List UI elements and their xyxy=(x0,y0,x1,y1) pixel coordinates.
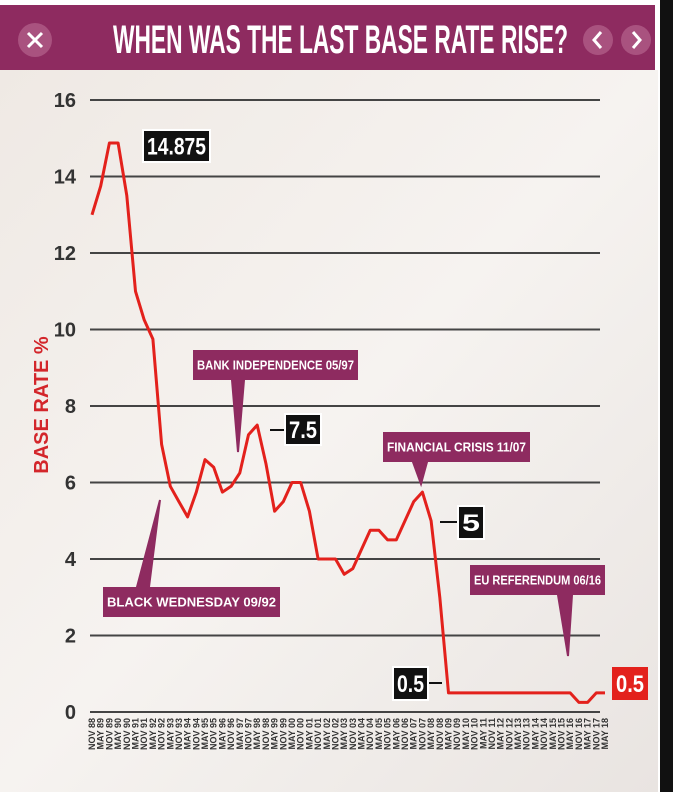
y-tick-label: 10 xyxy=(54,320,76,342)
y-tick-label: 0 xyxy=(65,702,76,724)
chart-title: WHEN WAS THE LAST BASE RATE RISE? xyxy=(113,18,568,62)
annotation-text: 7.5 xyxy=(289,417,317,444)
y-tick-label: 4 xyxy=(65,549,77,571)
y-axis-title: BASE RATE % xyxy=(31,336,53,474)
annotation-text: 5 xyxy=(462,510,480,537)
y-tick-label: 8 xyxy=(65,396,76,418)
page: {"chart_data": { "type": "line", "title"… xyxy=(0,0,673,792)
side-strip xyxy=(660,0,673,792)
x-tick-label: MAY 18 xyxy=(600,718,610,750)
next-button[interactable] xyxy=(621,25,651,55)
annotation-text: 14.875 xyxy=(147,134,206,161)
annotation-text: EU REFERENDUM 06/16 xyxy=(474,573,601,588)
prev-circle xyxy=(583,25,613,55)
next-circle xyxy=(621,25,651,55)
annotation-text: BANK INDEPENDENCE 05/97 xyxy=(197,358,354,373)
y-tick-label: 2 xyxy=(65,626,76,648)
y-tick-label: 12 xyxy=(54,243,76,265)
close-button[interactable] xyxy=(18,23,52,57)
prev-button[interactable] xyxy=(583,25,613,55)
annotation-text: BLACK WEDNESDAY 09/92 xyxy=(107,595,276,610)
annotation-text: FINANCIAL CRISIS 11/07 xyxy=(387,440,526,455)
background xyxy=(0,70,658,792)
y-tick-label: 16 xyxy=(54,90,76,112)
y-tick-label: 6 xyxy=(65,473,76,495)
annotation-text: 0.5 xyxy=(616,671,644,698)
chart: WHEN WAS THE LAST BASE RATE RISE? BASE R… xyxy=(0,0,673,792)
y-tick-label: 14 xyxy=(54,167,77,189)
annotation-text: 0.5 xyxy=(397,671,424,698)
